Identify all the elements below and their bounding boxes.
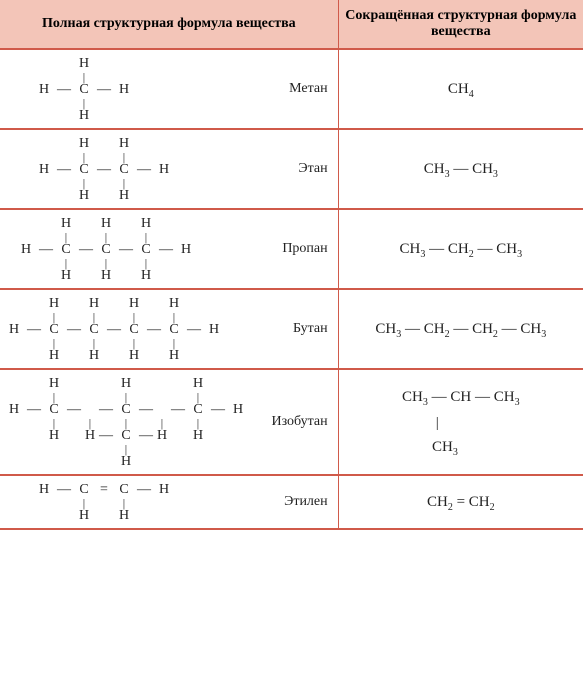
condensed-formula-cell: CH4 [338, 49, 583, 129]
structure-isobutane: HHH ||| H—C——C——C—H ||||| HH—C—HH | H [4, 376, 248, 470]
structure-ethane: HH || H—C—C—H || HH [4, 136, 174, 204]
compound-name: Этилен [284, 494, 328, 510]
table-row: HH || H—C—C—H || HH Этан CH3 — CH3 [0, 129, 583, 209]
compound-name: Метан [289, 81, 327, 97]
full-formula-cell: H—C=C—H || HH Этилен [0, 475, 338, 529]
condensed-formula: CH4 [448, 77, 474, 103]
structure-ethylene: H—C=C—H || HH [4, 482, 174, 524]
structure-butane: HHHH |||| H—C—C—C—C—H |||| HHHH [4, 296, 224, 364]
condensed-formula-cell: CH3 — CH2 — CH3 [338, 209, 583, 289]
full-formula-cell: HHH ||| H—C—C—C—H ||| HHH Пропан [0, 209, 338, 289]
structure-methane: H | H—C—H | H [4, 56, 134, 124]
compound-name: Бутан [293, 321, 328, 337]
full-formula-cell: HHH ||| H—C——C——C—H ||||| HH—C—HH | H Из… [0, 369, 338, 475]
full-formula-cell: HHHH |||| H—C—C—C—C—H |||| HHHH Бутан [0, 289, 338, 369]
condensed-formula: CH3 — CH3 [424, 157, 498, 183]
condensed-formula-cell: CH2 = CH2 [338, 475, 583, 529]
condensed-formula: CH2 = CH2 [427, 490, 495, 516]
table-row: H—C=C—H || HH Этилен CH2 = CH2 [0, 475, 583, 529]
table-row: HHH ||| H—C——C——C—H ||||| HH—C—HH | H Из… [0, 369, 583, 475]
condensed-formula: CH3 — CH2 — CH2 — CH3 [375, 317, 546, 343]
header-row: Полная структурная формула вещества Сокр… [0, 0, 583, 49]
condensed-formula: CH3 — CH — CH3 | CH3 [402, 385, 520, 461]
header-left: Полная структурная формула вещества [0, 0, 338, 49]
table-row: HHH ||| H—C—C—C—H ||| HHH Пропан CH3 — C… [0, 209, 583, 289]
condensed-formula-cell: CH3 — CH2 — CH2 — CH3 [338, 289, 583, 369]
structure-propane: HHH ||| H—C—C—C—H ||| HHH [4, 216, 196, 284]
compound-name: Пропан [282, 241, 327, 257]
condensed-formula-cell: CH3 — CH — CH3 | CH3 [338, 369, 583, 475]
condensed-formula: CH3 — CH2 — CH3 [400, 237, 523, 263]
header-right: Сокращённая структурная формула вещества [338, 0, 583, 49]
table-row: HHHH |||| H—C—C—C—C—H |||| HHHH Бутан CH… [0, 289, 583, 369]
full-formula-cell: HH || H—C—C—H || HH Этан [0, 129, 338, 209]
table-row: H | H—C—H | H Метан CH4 [0, 49, 583, 129]
compound-name: Изобутан [271, 414, 327, 430]
condensed-formula-cell: CH3 — CH3 [338, 129, 583, 209]
full-formula-cell: H | H—C—H | H Метан [0, 49, 338, 129]
formula-table: Полная структурная формула вещества Сокр… [0, 0, 583, 530]
compound-name: Этан [298, 161, 327, 177]
